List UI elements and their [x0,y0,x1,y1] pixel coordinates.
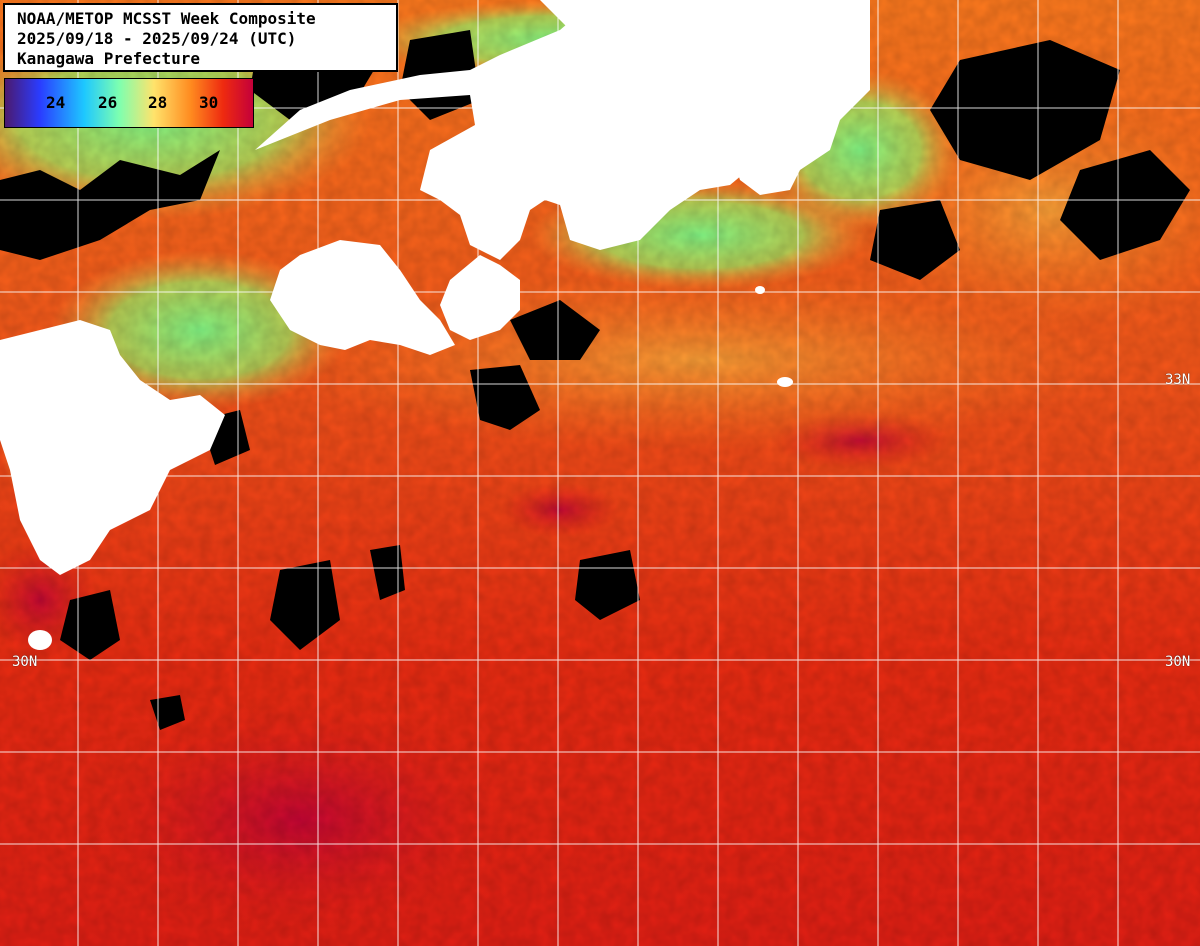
no-data-patch [370,545,405,600]
scale-tick-24: 24 [46,93,66,112]
land-fragment [540,0,640,45]
izu-peninsula [730,0,870,195]
no-data-patch [150,695,185,730]
island [777,377,793,387]
no-data-patch [270,560,340,650]
no-data-patch [930,40,1120,180]
no-data-patch [60,590,120,660]
title-line-date-range: 2025/09/18 - 2025/09/24 (UTC) [17,29,297,48]
no-data-patch [0,150,220,260]
lat-label-33n-right: 33N [1165,372,1191,388]
honshu-west [255,0,870,260]
no-data-patch [470,365,540,430]
island [834,91,846,99]
no-data-patch [510,300,600,360]
color-scale-bar [5,79,253,127]
title-line-product: NOAA/METOP MCSST Week Composite [17,9,316,28]
island [28,630,52,650]
lat-label-30n-right: 30N [1165,654,1191,670]
no-data-patch [870,200,960,280]
scale-tick-30: 30 [199,93,219,112]
scale-tick-28: 28 [148,93,168,112]
island [755,286,765,294]
no-data-patch [1060,150,1190,260]
color-scale-legend: 24 26 28 30 [4,78,254,128]
scale-tick-26: 26 [98,93,118,112]
shikoku [270,240,455,355]
title-line-region: Kanagawa Prefecture [17,49,201,68]
lat-label-30n-left: 30N [12,654,38,670]
title-box: NOAA/METOP MCSST Week Composite 2025/09/… [3,3,398,72]
kii-peninsula [440,255,520,340]
